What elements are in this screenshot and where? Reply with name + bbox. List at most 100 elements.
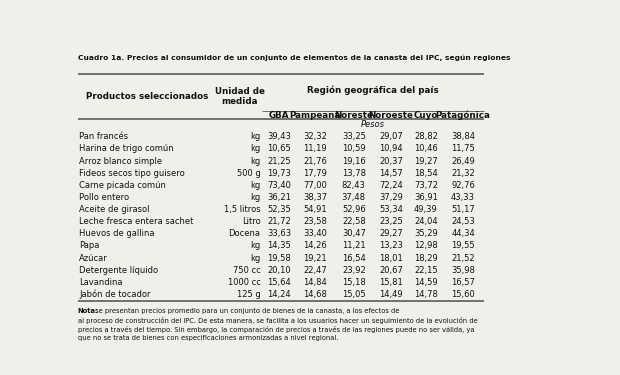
Text: 1000 cc: 1000 cc xyxy=(228,278,260,287)
Text: Docena: Docena xyxy=(229,230,260,238)
Text: 38,84: 38,84 xyxy=(451,132,475,141)
Text: 13,78: 13,78 xyxy=(342,169,366,178)
Text: Huevos de gallina: Huevos de gallina xyxy=(79,230,155,238)
Text: Detergente líquido: Detergente líquido xyxy=(79,266,159,275)
Text: 29,27: 29,27 xyxy=(379,230,403,238)
Text: 17,79: 17,79 xyxy=(303,169,327,178)
Text: kg: kg xyxy=(250,193,260,202)
Text: kg: kg xyxy=(250,132,260,141)
Text: 22,58: 22,58 xyxy=(342,217,366,226)
Text: 20,37: 20,37 xyxy=(379,157,403,166)
Text: 73,72: 73,72 xyxy=(414,181,438,190)
Text: 10,59: 10,59 xyxy=(342,144,366,153)
Text: 11,21: 11,21 xyxy=(342,242,366,250)
Text: Papa: Papa xyxy=(79,242,100,250)
Text: Pan francés: Pan francés xyxy=(79,132,128,141)
Text: kg: kg xyxy=(250,242,260,250)
Text: 30,47: 30,47 xyxy=(342,230,366,238)
Text: 15,05: 15,05 xyxy=(342,290,366,299)
Text: 14,84: 14,84 xyxy=(303,278,327,287)
Text: 15,81: 15,81 xyxy=(379,278,403,287)
Text: 1,5 litros: 1,5 litros xyxy=(224,205,260,214)
Text: 37,48: 37,48 xyxy=(342,193,366,202)
Text: 18,01: 18,01 xyxy=(379,254,403,262)
Text: 19,21: 19,21 xyxy=(304,254,327,262)
Text: 10,65: 10,65 xyxy=(267,144,291,153)
Text: 10,46: 10,46 xyxy=(414,144,438,153)
Text: 14,68: 14,68 xyxy=(303,290,327,299)
Text: 35,98: 35,98 xyxy=(451,266,475,275)
Text: Cuadro 1a. Precios al consumidor de un conjunto de elementos de la canasta del I: Cuadro 1a. Precios al consumidor de un c… xyxy=(78,54,510,61)
Text: Lavandina: Lavandina xyxy=(79,278,123,287)
Text: 49,39: 49,39 xyxy=(414,205,438,214)
Text: 500 g: 500 g xyxy=(237,169,260,178)
Text: 39,43: 39,43 xyxy=(267,132,291,141)
Text: 44,34: 44,34 xyxy=(451,230,475,238)
Text: Azúcar: Azúcar xyxy=(79,254,108,262)
Text: 72,24: 72,24 xyxy=(379,181,403,190)
Text: 52,96: 52,96 xyxy=(342,205,366,214)
Text: kg: kg xyxy=(250,181,260,190)
Text: 15,18: 15,18 xyxy=(342,278,366,287)
Text: 36,91: 36,91 xyxy=(414,193,438,202)
Text: GBA: GBA xyxy=(269,111,290,120)
Text: 19,73: 19,73 xyxy=(267,169,291,178)
Text: 23,92: 23,92 xyxy=(342,266,366,275)
Text: 22,47: 22,47 xyxy=(303,266,327,275)
Text: Unidad de
medida: Unidad de medida xyxy=(215,87,265,106)
Text: 18,54: 18,54 xyxy=(414,169,438,178)
Text: Pollo entero: Pollo entero xyxy=(79,193,130,202)
Text: 21,25: 21,25 xyxy=(267,157,291,166)
Text: Región geográfica del país: Región geográfica del país xyxy=(307,85,439,94)
Text: Litro: Litro xyxy=(242,217,260,226)
Text: Carne picada común: Carne picada común xyxy=(79,181,166,190)
Text: Pampeana: Pampeana xyxy=(290,111,341,120)
Text: 23,25: 23,25 xyxy=(379,217,403,226)
Text: Noreste: Noreste xyxy=(334,111,373,120)
Text: 16,54: 16,54 xyxy=(342,254,366,262)
Text: 20,67: 20,67 xyxy=(379,266,403,275)
Text: Pesos: Pesos xyxy=(361,120,385,129)
Text: 21,32: 21,32 xyxy=(451,169,475,178)
Text: 52,35: 52,35 xyxy=(267,205,291,214)
Text: 35,29: 35,29 xyxy=(414,230,438,238)
Text: 82,43: 82,43 xyxy=(342,181,366,190)
Text: 11,75: 11,75 xyxy=(451,144,475,153)
Text: 15,60: 15,60 xyxy=(451,290,475,299)
Text: 19,58: 19,58 xyxy=(267,254,291,262)
Text: 21,76: 21,76 xyxy=(303,157,327,166)
Text: 14,78: 14,78 xyxy=(414,290,438,299)
Text: 26,49: 26,49 xyxy=(451,157,475,166)
Text: 20,10: 20,10 xyxy=(267,266,291,275)
Text: 33,63: 33,63 xyxy=(267,230,291,238)
Text: 16,57: 16,57 xyxy=(451,278,475,287)
Text: Nota:: Nota: xyxy=(78,308,98,314)
Text: Noroeste: Noroeste xyxy=(368,111,414,120)
Text: 92,76: 92,76 xyxy=(451,181,475,190)
Text: 51,17: 51,17 xyxy=(451,205,475,214)
Text: Harina de trigo común: Harina de trigo común xyxy=(79,144,174,153)
Text: 14,35: 14,35 xyxy=(267,242,291,250)
Text: 32,32: 32,32 xyxy=(303,132,327,141)
Text: 54,91: 54,91 xyxy=(304,205,327,214)
Text: 33,25: 33,25 xyxy=(342,132,366,141)
Text: 38,37: 38,37 xyxy=(303,193,327,202)
Text: 22,15: 22,15 xyxy=(414,266,438,275)
Text: Leche fresca entera sachet: Leche fresca entera sachet xyxy=(79,217,194,226)
Text: 19,27: 19,27 xyxy=(414,157,438,166)
Text: 73,40: 73,40 xyxy=(267,181,291,190)
Text: 14,49: 14,49 xyxy=(379,290,403,299)
Text: 14,24: 14,24 xyxy=(267,290,291,299)
Text: Aceite de girasol: Aceite de girasol xyxy=(79,205,150,214)
Text: 53,34: 53,34 xyxy=(379,205,403,214)
Text: 15,64: 15,64 xyxy=(267,278,291,287)
Text: 33,40: 33,40 xyxy=(303,230,327,238)
Text: Cuyo: Cuyo xyxy=(414,111,438,120)
Text: 37,29: 37,29 xyxy=(379,193,403,202)
Text: 14,57: 14,57 xyxy=(379,169,403,178)
Text: 19,16: 19,16 xyxy=(342,157,366,166)
Text: 12,98: 12,98 xyxy=(414,242,438,250)
Text: Patagónica: Patagónica xyxy=(436,110,490,120)
Text: 10,94: 10,94 xyxy=(379,144,403,153)
Text: 36,21: 36,21 xyxy=(267,193,291,202)
